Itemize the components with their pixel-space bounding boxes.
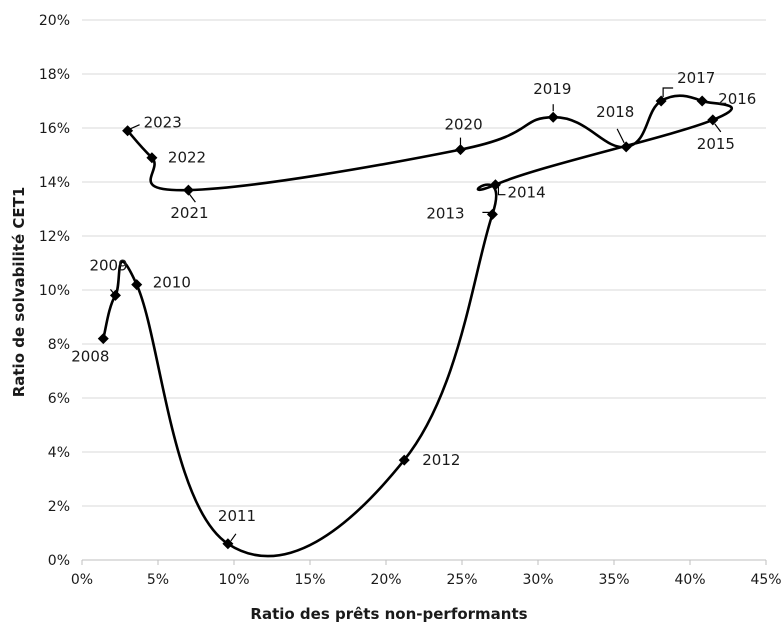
point-label-2020: 2020 bbox=[444, 116, 482, 134]
y-tick-label: 16% bbox=[39, 121, 70, 137]
data-point-2019 bbox=[547, 111, 559, 123]
y-axis-title: Ratio de solvabilité CET1 bbox=[10, 187, 28, 398]
leader-line-2015 bbox=[714, 123, 722, 133]
data-point-2017 bbox=[655, 95, 667, 107]
data-point-2016 bbox=[696, 95, 708, 107]
y-tick-label: 6% bbox=[48, 391, 70, 407]
x-tick-label: 10% bbox=[218, 572, 249, 588]
point-label-2012: 2012 bbox=[422, 451, 460, 469]
point-label-2016: 2016 bbox=[718, 90, 756, 108]
point-label-2013: 2013 bbox=[426, 204, 464, 222]
point-label-2019: 2019 bbox=[533, 80, 571, 98]
data-point-2013 bbox=[486, 208, 498, 220]
point-label-2023: 2023 bbox=[144, 114, 182, 132]
y-tick-label: 20% bbox=[39, 13, 70, 29]
data-point-2012 bbox=[398, 454, 410, 466]
point-label-2017: 2017 bbox=[677, 69, 715, 87]
markers bbox=[97, 95, 719, 550]
y-tick-label: 14% bbox=[39, 175, 70, 191]
gridlines bbox=[82, 19, 766, 561]
series-path-group bbox=[102, 94, 733, 558]
axes: 0% 2% 4% 6% 8% 10% 12% 14% 16% 18% 20% 0% 5% 10% 15% 20… bbox=[39, 13, 782, 588]
point-label-2014: 2014 bbox=[507, 184, 545, 202]
data-point-2014 bbox=[489, 179, 501, 191]
x-tick-label: 15% bbox=[294, 572, 325, 588]
point-label-2022: 2022 bbox=[168, 149, 206, 167]
data-point-2008 bbox=[97, 333, 109, 345]
y-tick-label: 18% bbox=[39, 67, 70, 83]
leader-line-2018 bbox=[616, 128, 625, 144]
x-tick-label: 30% bbox=[522, 572, 553, 588]
leader-line-2014 bbox=[497, 186, 506, 196]
y-tick-label: 2% bbox=[48, 499, 70, 515]
x-tick-label: 40% bbox=[674, 572, 705, 588]
y-tick-label: 8% bbox=[48, 337, 70, 353]
leader-line-2023 bbox=[130, 124, 140, 130]
leader-line-2021 bbox=[188, 193, 196, 203]
data-point-2010 bbox=[131, 279, 143, 291]
x-tick-label: 45% bbox=[750, 572, 781, 588]
point-label-2011: 2011 bbox=[218, 507, 256, 525]
point-label-2021: 2021 bbox=[170, 204, 208, 222]
x-tick-label: 5% bbox=[147, 572, 169, 588]
data-point-2018 bbox=[620, 141, 632, 153]
data-point-2011 bbox=[222, 538, 234, 550]
point-label-2008: 2008 bbox=[71, 348, 109, 366]
y-tick-label: 10% bbox=[39, 283, 70, 299]
point-label-2010: 2010 bbox=[153, 274, 191, 292]
x-tick-label: 25% bbox=[446, 572, 477, 588]
point-label-2015: 2015 bbox=[697, 135, 735, 153]
x-axis-title: Ratio des prêts non-performants bbox=[250, 605, 527, 623]
data-point-2009 bbox=[109, 289, 121, 301]
x-tick-label: 0% bbox=[71, 572, 93, 588]
leader-lines bbox=[109, 87, 722, 542]
point-labels: 2008 2009 2010 2011 2012 2013 2014 2015 20162017… bbox=[71, 69, 756, 525]
y-tick-label: 4% bbox=[48, 445, 70, 461]
x-tick-label: 20% bbox=[370, 572, 401, 588]
leader-line-2011 bbox=[230, 533, 237, 542]
data-point-2023 bbox=[122, 125, 134, 137]
x-tick-label: 35% bbox=[598, 572, 629, 588]
point-label-2009: 2009 bbox=[89, 256, 127, 274]
data-point-2015 bbox=[707, 114, 719, 126]
leader-line-2017 bbox=[662, 87, 674, 97]
data-point-2021 bbox=[182, 184, 194, 196]
data-point-2022 bbox=[146, 152, 158, 164]
point-label-2018: 2018 bbox=[596, 103, 634, 121]
y-tick-label: 0% bbox=[48, 553, 70, 569]
y-tick-label: 12% bbox=[39, 229, 70, 245]
data-point-2020 bbox=[454, 144, 466, 156]
series-line bbox=[102, 94, 733, 558]
